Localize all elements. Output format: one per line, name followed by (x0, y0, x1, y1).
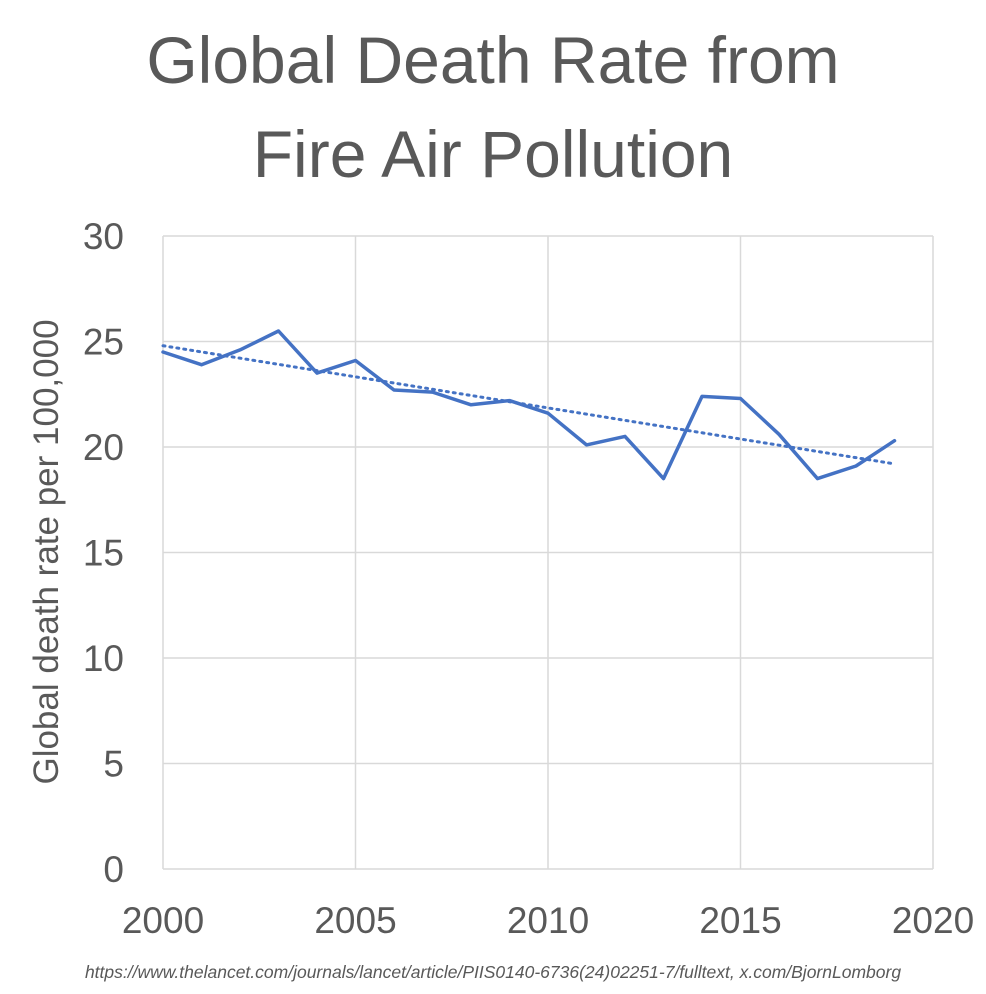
y-tick-label: 25 (83, 322, 124, 363)
death-rate-line (161, 329, 897, 481)
x-tick-label: 2000 (122, 900, 204, 941)
x-tick-label: 2010 (507, 900, 589, 941)
series-line (161, 329, 897, 481)
source-citation: https://www.thelancet.com/journals/lance… (84, 962, 902, 982)
y-axis-label: Global death rate per 100,000 (27, 319, 66, 784)
chart-title-line-2: Fire Air Pollution (252, 117, 734, 191)
chart-title-line-1: Global Death Rate from (146, 23, 840, 97)
tick-labels: 0 5 10 15 20 25 30 2000 2005 2010 2015 2020 (83, 216, 974, 941)
y-tick-label: 20 (83, 427, 124, 468)
x-tick-label: 2015 (699, 900, 781, 941)
y-tick-label: 15 (83, 533, 124, 574)
y-tick-label: 0 (103, 849, 124, 890)
y-tick-label: 5 (103, 744, 124, 785)
y-tick-label: 10 (83, 638, 124, 679)
x-tick-label: 2005 (314, 900, 396, 941)
gridlines (162, 235, 934, 870)
linear-trendline (161, 344, 896, 466)
y-tick-label: 30 (83, 216, 124, 257)
x-tick-label: 2020 (892, 900, 974, 941)
trendline (161, 344, 896, 466)
